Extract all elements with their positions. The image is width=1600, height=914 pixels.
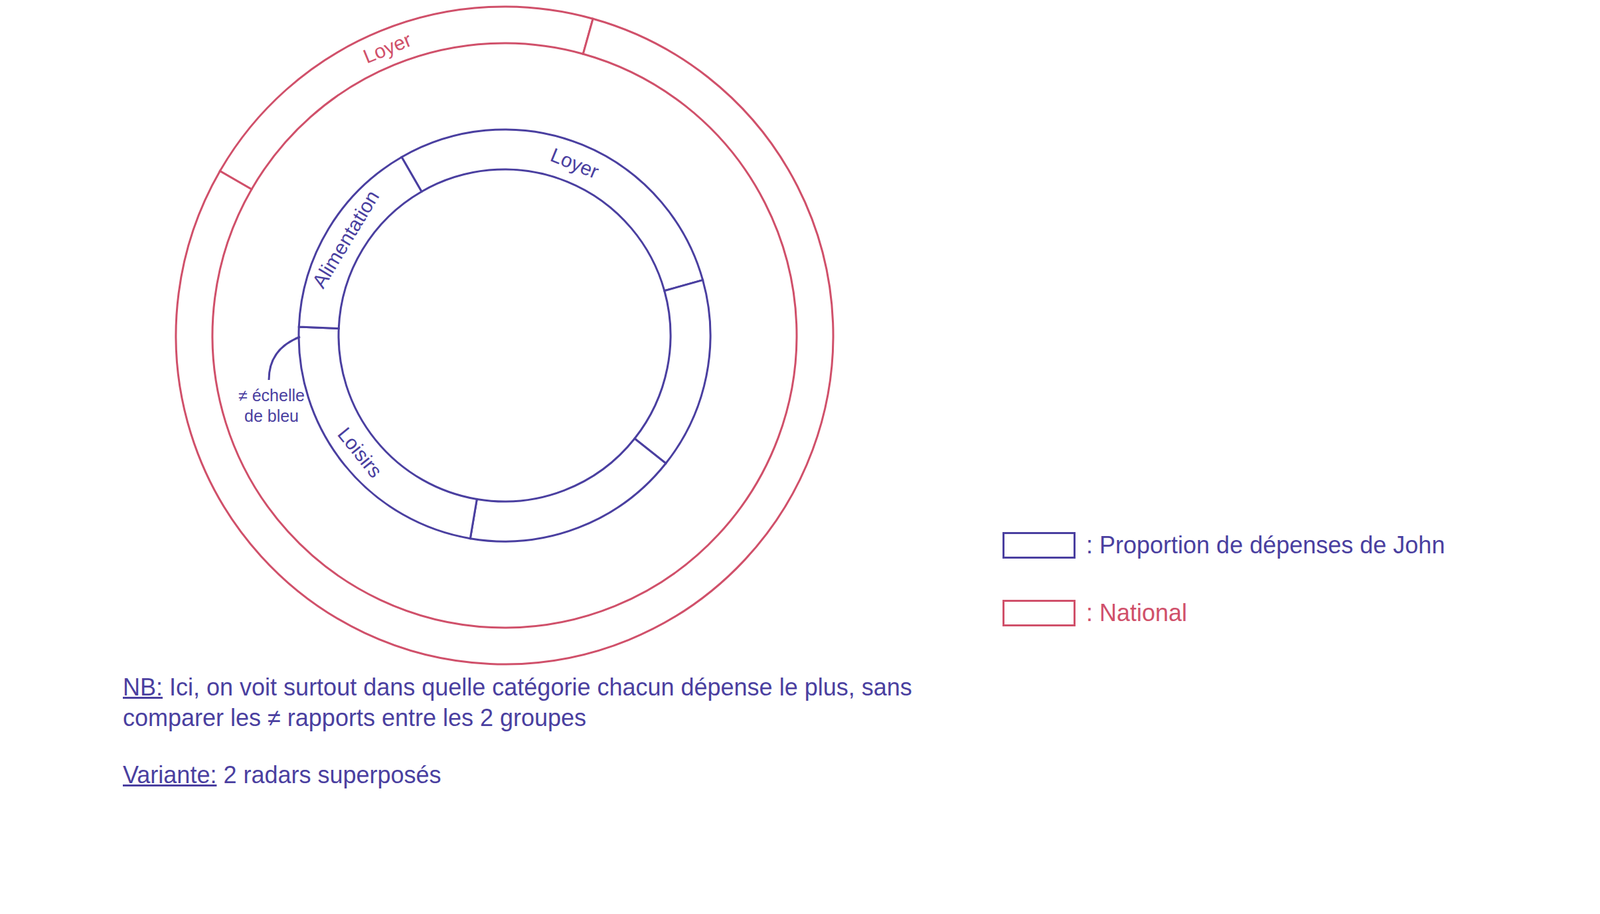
html-text:≠ échelle de bleu: ≠ échelle de bleu — [238, 385, 305, 425]
svg-text:Alimentation: Alimentation — [308, 186, 384, 292]
svg-text:Loyer: Loyer — [547, 143, 603, 183]
svg-text:Loyer: Loyer — [359, 28, 415, 68]
html-text:NB: Ici, on voit surtout dans: NB: Ici, on voit surtout dans quelle cat… — [122, 673, 913, 731]
svg-text:Loisirs: Loisirs — [333, 422, 387, 482]
html-text:Variante: 2 radars superposés: Variante: 2 radars superposés — [122, 760, 442, 789]
html-text:: National: : National — [1086, 598, 1188, 627]
html-text:: Proportion de dépenses de Jo: : Proportion de dépenses de John — [1086, 531, 1445, 559]
